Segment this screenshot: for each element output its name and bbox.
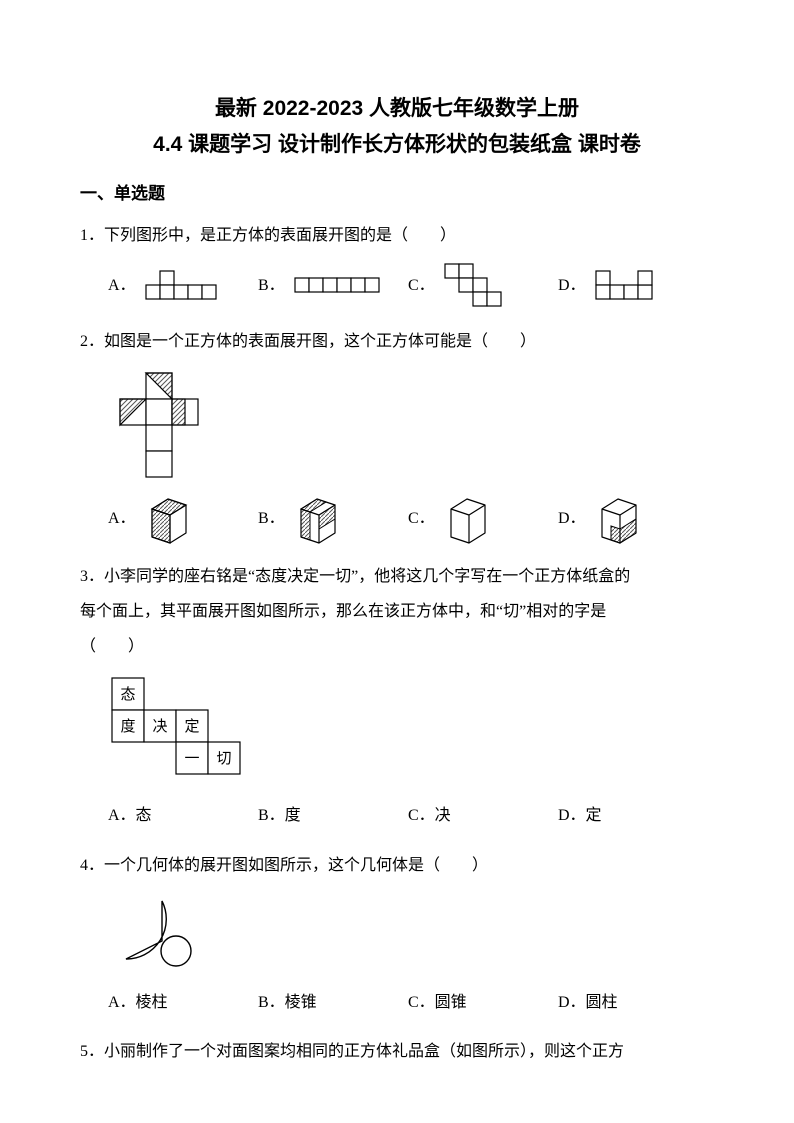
q4-option-c: C．圆锥 — [408, 985, 558, 1020]
opt-label: A． — [108, 501, 136, 536]
q3-text-3: （ ） — [80, 629, 714, 664]
q4-option-a: A．棱柱 — [108, 985, 258, 1020]
opt-label: D． — [558, 268, 586, 303]
question-5: 5．小丽制作了一个对面图案均相同的正方体礼品盒（如图所示），则这个正方 — [80, 1034, 714, 1069]
q3-net-figure: 态度决定一 切 — [80, 674, 714, 784]
cone-net-icon — [108, 893, 218, 971]
svg-text:切: 切 — [216, 751, 231, 767]
cube-icon — [594, 493, 644, 545]
q4-text: 4．一个几何体的展开图如图所示，这个几何体是（ ） — [80, 848, 714, 883]
q3-text-2: 每个面上，其平面展开图如图所示，那么在该正方体中，和“切”相对的字是 — [80, 594, 714, 629]
q1-text: 1．下列图形中，是正方体的表面展开图的是（ ） — [80, 218, 714, 253]
opt-label: A． — [108, 268, 136, 303]
q2-option-d: D． — [558, 493, 708, 545]
q1-option-b: B． — [258, 268, 408, 303]
opt-label: D． — [558, 501, 586, 536]
cube-icon — [144, 493, 194, 545]
section-header: 一、单选题 — [80, 179, 714, 204]
svg-text:态: 态 — [120, 686, 135, 703]
q1-option-d: D． — [558, 268, 708, 303]
q2-options: A． B． — [80, 493, 714, 545]
title-line-1: 最新 2022-2023 人教版七年级数学上册 — [80, 90, 714, 128]
q1-option-a: A． — [108, 268, 258, 303]
q1-figure-c — [443, 262, 505, 310]
q3-option-b: B．度 — [258, 798, 408, 833]
q1-figure-d — [594, 269, 656, 303]
question-2: 2．如图是一个正方体的表面展开图，这个正方体可能是（ ） — [80, 324, 714, 545]
opt-label: C． — [408, 501, 435, 536]
q4-options: A．棱柱 B．棱锥 C．圆锥 D．圆柱 — [80, 985, 714, 1020]
q4-option-d: D．圆柱 — [558, 985, 708, 1020]
q3-option-c: C．决 — [408, 798, 558, 833]
q5-text: 5．小丽制作了一个对面图案均相同的正方体礼品盒（如图所示），则这个正方 — [80, 1034, 714, 1069]
question-3: 3．小李同学的座右铭是“态度决定一切”，他将这几个字写在一个正方体纸盒的 每个面… — [80, 559, 714, 834]
cube-icon — [443, 493, 493, 545]
q4-option-b: B．棱锥 — [258, 985, 408, 1020]
q1-options: A． B． — [80, 262, 714, 310]
q2-option-a: A． — [108, 493, 258, 545]
q3-option-d: D．定 — [558, 798, 708, 833]
svg-text:一: 一 — [184, 751, 199, 767]
svg-text:度: 度 — [120, 718, 135, 735]
opt-label: B． — [258, 501, 285, 536]
question-4: 4．一个几何体的展开图如图所示，这个几何体是（ ） A．棱柱 B．棱锥 C．圆锥… — [80, 848, 714, 1020]
title-line-2: 4.4 课题学习 设计制作长方体形状的包装纸盒 课时卷 — [80, 128, 714, 162]
question-1: 1．下列图形中，是正方体的表面展开图的是（ ） A． B． — [80, 218, 714, 309]
q2-text: 2．如图是一个正方体的表面展开图，这个正方体可能是（ ） — [80, 324, 714, 359]
q3-text-1: 3．小李同学的座右铭是“态度决定一切”，他将这几个字写在一个正方体纸盒的 — [80, 559, 714, 594]
q4-figure — [80, 893, 714, 971]
q2-option-c: C． — [408, 493, 558, 545]
q3-option-a: A．态 — [108, 798, 258, 833]
q1-option-c: C． — [408, 262, 558, 310]
page: 最新 2022-2023 人教版七年级数学上册 4.4 课题学习 设计制作长方体… — [0, 0, 794, 1123]
svg-text:决: 决 — [152, 718, 167, 735]
cube-icon — [293, 493, 343, 545]
q2-option-b: B． — [258, 493, 408, 545]
opt-label: C． — [408, 268, 435, 303]
svg-text:定: 定 — [184, 718, 199, 735]
q2-net-figure — [80, 369, 714, 479]
char-net-icon: 态度决定一 切 — [108, 674, 258, 784]
q1-figure-b — [293, 276, 383, 296]
q3-options: A．态 B．度 C．决 D．定 — [80, 798, 714, 833]
cube-net-icon — [108, 369, 218, 479]
q1-figure-a — [144, 269, 218, 303]
opt-label: B． — [258, 268, 285, 303]
